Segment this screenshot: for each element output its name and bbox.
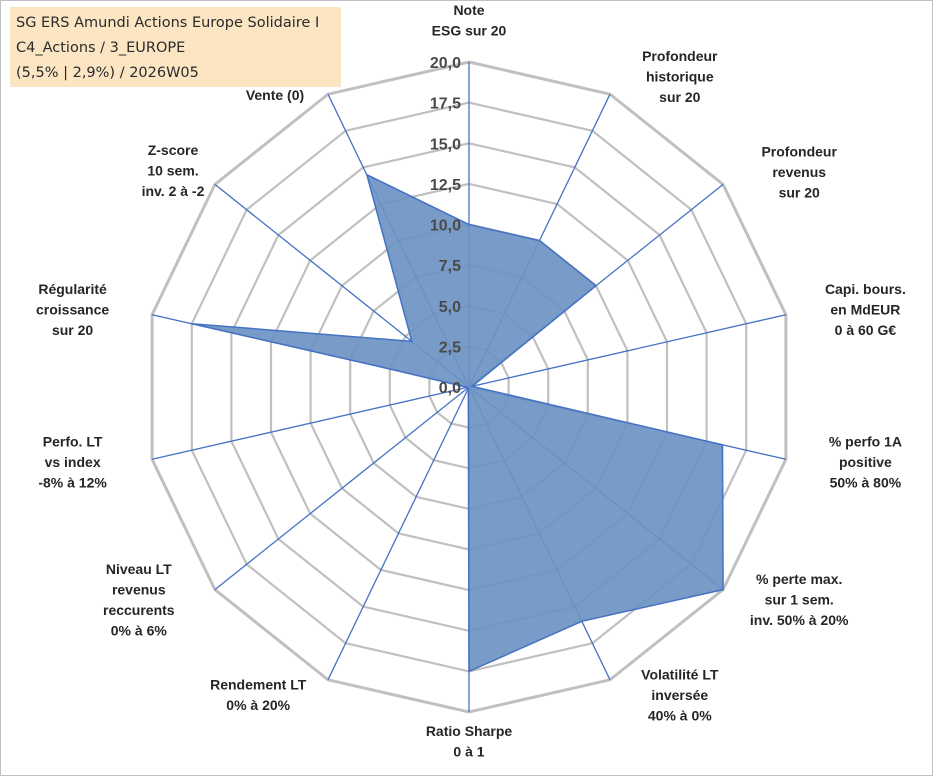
axis-label-note-esg-line-0: Note <box>453 2 484 18</box>
axis-label-volatilite-lt-line-1: inversée <box>651 687 708 703</box>
chart-title: SG ERS Amundi Actions Europe Solidaire I… <box>10 7 341 87</box>
title-line-1: SG ERS Amundi Actions Europe Solidaire I <box>16 15 320 31</box>
tick-label-7: 17,5 <box>430 96 461 113</box>
tick-label-3: 7,5 <box>439 258 461 275</box>
axis-label-regularite-croissance: Régularité croissance sur 20 <box>36 281 109 338</box>
axis-label-ratio-sharpe: Ratio Sharpe 0 à 1 <box>426 723 513 760</box>
axis-label-regularite-croissance-line-2: sur 20 <box>52 322 93 338</box>
axis-label-volatilite-lt-line-2: 40% à 0% <box>648 707 712 723</box>
axis-label-niveau-lt-revenus: Niveau LT revenus reccurents 0% à 6% <box>103 561 175 639</box>
axis-label-profondeur-revenus-line-0: Profondeur <box>761 143 837 159</box>
title-line-2: C4_Actions / 3_EUROPE <box>16 40 186 56</box>
axis-label-rendement-lt-line-1: 0% à 20% <box>226 697 290 713</box>
tick-label-6: 15,0 <box>430 136 461 153</box>
axis-label-z-score-line-1: 10 sem. <box>147 163 198 179</box>
axis-label-perte-max: % perte max. sur 1 sem. inv. 50% à 20% <box>750 571 849 628</box>
axis-label-volatilite-lt: Volatilité LT inversée 40% à 0% <box>641 666 719 723</box>
axis-label-z-score-line-0: Z-score <box>148 142 199 158</box>
axis-label-capi-bours-line-0: Capi. bours. <box>825 281 906 297</box>
axis-label-rendement-lt: Rendement LT 0% à 20% <box>210 677 307 714</box>
axis-label-perfo-1a-positive-line-1: positive <box>839 454 892 470</box>
axis-label-perte-max-line-2: inv. 50% à 20% <box>750 612 849 628</box>
axis-label-profondeur-historique-line-0: Profondeur <box>642 48 718 64</box>
spoke-rendement-lt <box>327 386 470 681</box>
axis-label-z-score: Z-score 10 sem. inv. 2 à -2 <box>142 142 205 199</box>
axis-label-perfo-1a-positive-line-0: % perfo 1A <box>829 434 902 450</box>
axis-label-profondeur-revenus-line-1: revenus <box>772 164 826 180</box>
axis-label-profondeur-historique: Profondeur historique sur 20 <box>642 48 718 105</box>
spoke-perfo-lt-vs-index <box>151 386 470 460</box>
title-line-3: (5,5% | 2,9%) / 2026W05 <box>16 65 199 81</box>
axis-label-volatilite-lt-line-0: Volatilité LT <box>641 666 719 682</box>
axis-label-perfo-lt-vs-index: Perfo. LT vs index -8% à 12% <box>38 434 107 491</box>
series <box>191 173 724 673</box>
axis-label-note-esg-line-1: ESG sur 20 <box>432 23 507 39</box>
axis-label-perfo-lt-vs-index-line-0: Perfo. LT <box>43 434 103 450</box>
tick-label-2: 5,0 <box>439 299 461 316</box>
axis-label-profondeur-historique-line-2: sur 20 <box>659 89 700 105</box>
spoke-niveau-lt-revenus <box>214 386 470 591</box>
axis-label-regularite-croissance-line-0: Régularité <box>38 281 107 297</box>
tick-label-0: 0,0 <box>439 380 461 397</box>
axis-label-rendement-lt-line-0: Rendement LT <box>210 677 307 693</box>
tick-label-4: 10,0 <box>430 218 461 235</box>
axis-label-perfo-1a-positive-line-2: 50% à 80% <box>830 475 902 491</box>
tick-labels: 0,0 2,5 5,0 7,5 10,0 12,5 15,0 17,5 20,0 <box>430 55 461 397</box>
series-area <box>191 173 724 673</box>
tick-label-8: 20,0 <box>430 55 461 72</box>
axis-label-ratio-sharpe-line-0: Ratio Sharpe <box>426 723 513 739</box>
axis-label-capi-bours-line-1: en MdEUR <box>830 301 900 317</box>
axis-label-niveau-lt-revenus-line-2: reccurents <box>103 602 175 618</box>
axis-label-ratio-sharpe-line-1: 0 à 1 <box>453 744 484 760</box>
axis-label-perte-max-line-0: % perte max. <box>756 571 842 587</box>
axis-label-perte-max-line-1: sur 1 sem. <box>765 592 834 608</box>
axis-label-regularite-croissance-line-1: croissance <box>36 301 109 317</box>
tick-label-1: 2,5 <box>439 339 461 356</box>
spoke-capi-bours <box>468 314 787 388</box>
axis-label-niveau-lt-revenus-line-0: Niveau LT <box>106 561 172 577</box>
axis-label-profondeur-revenus-line-2: sur 20 <box>779 184 820 200</box>
axis-label-note-esg: Note ESG sur 20 <box>432 2 507 39</box>
axis-label-capi-bours: Capi. bours. en MdEUR 0 à 60 G€ <box>825 281 906 338</box>
axis-label-profondeur-revenus: Profondeur revenus sur 20 <box>761 143 837 200</box>
axis-label-momentum-line-2: Vente (0) <box>246 87 304 103</box>
axis-label-perfo-1a-positive: % perfo 1A positive 50% à 80% <box>829 434 902 491</box>
axis-label-z-score-line-2: inv. 2 à -2 <box>142 183 205 199</box>
tick-label-5: 12,5 <box>430 177 461 194</box>
axis-label-profondeur-historique-line-1: historique <box>646 69 714 85</box>
axis-label-niveau-lt-revenus-line-3: 0% à 6% <box>111 622 168 638</box>
axis-label-perfo-lt-vs-index-line-2: -8% à 12% <box>38 475 107 491</box>
axis-label-perfo-lt-vs-index-line-1: vs index <box>45 454 101 470</box>
axis-label-niveau-lt-revenus-line-1: revenus <box>112 581 166 597</box>
axis-label-capi-bours-line-2: 0 à 60 G€ <box>835 322 897 338</box>
